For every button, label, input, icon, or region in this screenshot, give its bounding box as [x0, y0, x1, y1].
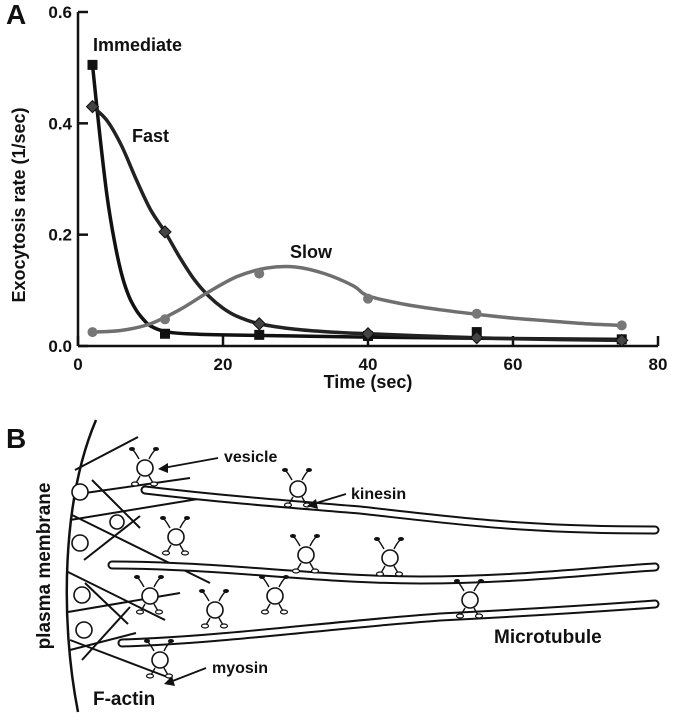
myosin-arrow	[169, 667, 207, 683]
point-fast	[361, 327, 375, 341]
motor-vesicle	[259, 575, 289, 615]
motor-vesicle	[199, 589, 229, 629]
point-fast	[85, 99, 100, 114]
motor-vesicle	[160, 516, 190, 556]
f-actin-label: F-actin	[93, 689, 155, 710]
y-tick-label: 0.0	[48, 337, 72, 356]
kinesin-arrow	[312, 493, 347, 505]
point-slow	[87, 327, 98, 338]
plasma-membrane-label: plasma membrane	[34, 483, 55, 650]
vesicle-label: vesicle	[224, 449, 277, 466]
y-tick-label: 0.6	[48, 3, 72, 22]
point-slow	[160, 314, 170, 325]
motor-vesicles	[129, 447, 484, 679]
point-slow	[254, 268, 265, 279]
point-slow	[363, 293, 373, 304]
series-line-immediate	[90, 64, 622, 342]
point-immediate	[254, 329, 265, 340]
x-tick-label: 20	[214, 355, 233, 374]
motor-vesicle	[144, 639, 174, 679]
point-fast	[615, 333, 629, 348]
legend-label-slow: Slow	[290, 242, 333, 262]
point-slow	[471, 308, 482, 319]
kinesin-label: kinesin	[351, 486, 406, 503]
x-ticks: 0 20 40 60 80	[73, 336, 667, 374]
motor-vesicle	[282, 468, 312, 508]
docked-vesicles	[71, 483, 125, 639]
plasma-membrane-line	[65, 419, 98, 713]
series-curves	[90, 64, 622, 343]
f-actin-filaments	[67, 436, 211, 679]
point-fast	[252, 317, 266, 331]
x-tick-label: 60	[504, 355, 523, 374]
motor-vesicle	[374, 537, 404, 577]
series-markers	[85, 59, 629, 348]
y-tick-label: 0.4	[48, 114, 72, 133]
microtubules	[107, 485, 660, 648]
motor-vesicle	[134, 575, 164, 615]
y-axis-label: Exocytosis rate (1/sec)	[9, 107, 29, 302]
legend-label-immediate: Immediate	[93, 35, 182, 55]
x-axis-label: Time (sec)	[324, 372, 413, 392]
point-immediate	[87, 59, 98, 70]
motor-vesicle	[290, 534, 320, 574]
series-line-slow	[92, 264, 622, 334]
point-slow	[616, 320, 627, 331]
panel-b: B plasma membrane	[6, 419, 660, 713]
x-tick-label: 80	[649, 355, 668, 374]
motor-vesicle	[129, 447, 159, 487]
panel-a-letter: A	[6, 0, 26, 30]
legend-label-fast: Fast	[132, 126, 169, 146]
series-line-fast	[91, 105, 622, 343]
x-tick-label: 0	[73, 355, 82, 374]
microtubule-label: Microtubule	[494, 627, 602, 648]
point-immediate	[160, 328, 170, 339]
myosin-label: myosin	[212, 660, 268, 677]
point-fast	[470, 330, 484, 345]
y-tick-label: 0.2	[48, 226, 72, 245]
x-tick-label: 40	[359, 355, 378, 374]
motor-vesicle	[454, 579, 484, 619]
panel-a: A 0.0 0.2 0.4 0.6 0 20 40 60 80 Exocytosis rate…	[6, 0, 667, 392]
point-fast	[158, 225, 172, 239]
y-ticks: 0.0 0.2 0.4 0.6	[48, 3, 88, 356]
vesicle-arrow	[162, 457, 219, 469]
panel-b-letter: B	[6, 423, 26, 454]
